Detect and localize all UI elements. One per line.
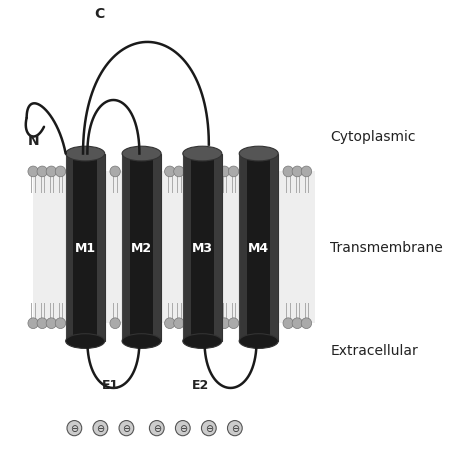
Circle shape (300, 167, 311, 177)
Circle shape (110, 167, 120, 177)
Ellipse shape (122, 334, 161, 349)
Circle shape (119, 421, 133, 436)
Circle shape (292, 318, 302, 329)
Text: M1: M1 (75, 241, 95, 254)
Bar (122, 154, 130, 341)
Text: E2: E2 (191, 378, 208, 391)
Circle shape (292, 167, 302, 177)
Text: ⊖: ⊖ (152, 423, 161, 433)
Text: ⊖: ⊖ (122, 423, 130, 433)
Text: ⊖: ⊖ (178, 423, 187, 433)
Text: M4: M4 (248, 241, 269, 254)
Circle shape (227, 421, 242, 436)
Circle shape (219, 167, 229, 177)
Circle shape (149, 421, 164, 436)
Circle shape (219, 318, 229, 329)
Circle shape (228, 318, 238, 329)
Bar (153, 154, 161, 341)
Ellipse shape (182, 147, 221, 161)
Ellipse shape (66, 147, 105, 161)
Bar (97, 154, 105, 341)
Circle shape (164, 318, 175, 329)
Bar (33, 172, 314, 323)
Circle shape (46, 167, 56, 177)
Circle shape (37, 318, 47, 329)
Bar (182, 154, 221, 341)
Circle shape (93, 421, 107, 436)
Bar (270, 154, 278, 341)
Circle shape (173, 318, 184, 329)
Circle shape (28, 318, 38, 329)
Bar (239, 154, 278, 341)
Text: M2: M2 (131, 241, 152, 254)
Circle shape (282, 167, 293, 177)
Circle shape (164, 167, 175, 177)
Text: ⊖: ⊖ (96, 423, 104, 433)
Ellipse shape (122, 147, 161, 161)
Ellipse shape (239, 147, 278, 161)
Circle shape (55, 318, 66, 329)
Text: Transmembrane: Transmembrane (330, 241, 442, 255)
Ellipse shape (239, 334, 278, 349)
Circle shape (28, 167, 38, 177)
Text: ⊖: ⊖ (230, 423, 238, 433)
Circle shape (175, 421, 190, 436)
Text: C: C (94, 7, 104, 21)
Bar (66, 154, 105, 341)
Ellipse shape (182, 334, 221, 349)
Circle shape (67, 421, 81, 436)
Text: M3: M3 (191, 241, 213, 254)
Circle shape (110, 318, 120, 329)
Text: ⊖: ⊖ (204, 423, 213, 433)
Text: E1: E1 (101, 378, 119, 391)
Text: N: N (27, 134, 39, 148)
Bar (213, 154, 221, 341)
Bar (182, 154, 190, 341)
Bar (239, 154, 246, 341)
Circle shape (201, 421, 216, 436)
Text: Extracellular: Extracellular (330, 343, 417, 357)
Ellipse shape (66, 334, 105, 349)
Bar (66, 154, 73, 341)
Text: Cytoplasmic: Cytoplasmic (330, 129, 415, 143)
Circle shape (300, 318, 311, 329)
Circle shape (228, 167, 238, 177)
Circle shape (282, 318, 293, 329)
Circle shape (173, 167, 184, 177)
Text: ⊖: ⊖ (70, 423, 78, 433)
Circle shape (55, 167, 66, 177)
Circle shape (37, 167, 47, 177)
Bar (122, 154, 161, 341)
Circle shape (46, 318, 56, 329)
